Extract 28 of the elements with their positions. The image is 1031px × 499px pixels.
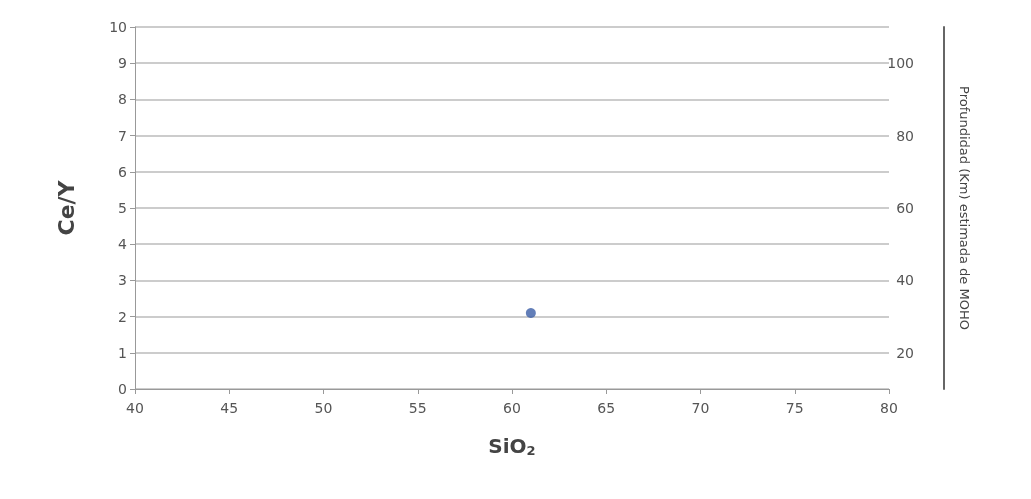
y-axis-title: Ce/Y: [53, 179, 79, 236]
x-tick-label: 70: [691, 400, 710, 416]
y-tick-label: 8: [118, 91, 127, 108]
x-tick-label: 40: [126, 400, 144, 416]
y2-tick-label: 40: [896, 272, 914, 289]
y-tick-label: 0: [118, 381, 127, 397]
y2-axis-title: Profundidad (Km) estimada de MOHO: [957, 86, 972, 330]
y-tick-label: 2: [118, 308, 127, 325]
y2-tick-label: 100: [887, 55, 914, 72]
y-tick-label: 9: [118, 55, 127, 72]
x-tick-label: 75: [785, 400, 804, 416]
y-tick-label: 6: [118, 163, 128, 180]
y2-tick-label: 60: [896, 200, 914, 216]
y2-tick-label: 20: [896, 344, 914, 361]
x-tick-label: 55: [408, 400, 427, 416]
y-tick-label: 5: [118, 200, 127, 216]
x-axis-title: SiO2: [488, 433, 536, 458]
y2-tick-label: 80: [896, 127, 914, 144]
y-tick-label: 1: [118, 344, 127, 361]
x-tick-label: 60: [503, 400, 521, 416]
x-tick-label: 50: [314, 400, 333, 416]
x-tick-label: 45: [220, 400, 239, 416]
y-tick-label: 4: [118, 236, 128, 253]
y-tick-label: 7: [118, 127, 127, 144]
x-tick-label: 65: [597, 400, 616, 416]
x-tick-label: 80: [880, 400, 898, 416]
y-tick-label: 3: [118, 272, 127, 289]
y-tick-label: 10: [109, 19, 127, 35]
